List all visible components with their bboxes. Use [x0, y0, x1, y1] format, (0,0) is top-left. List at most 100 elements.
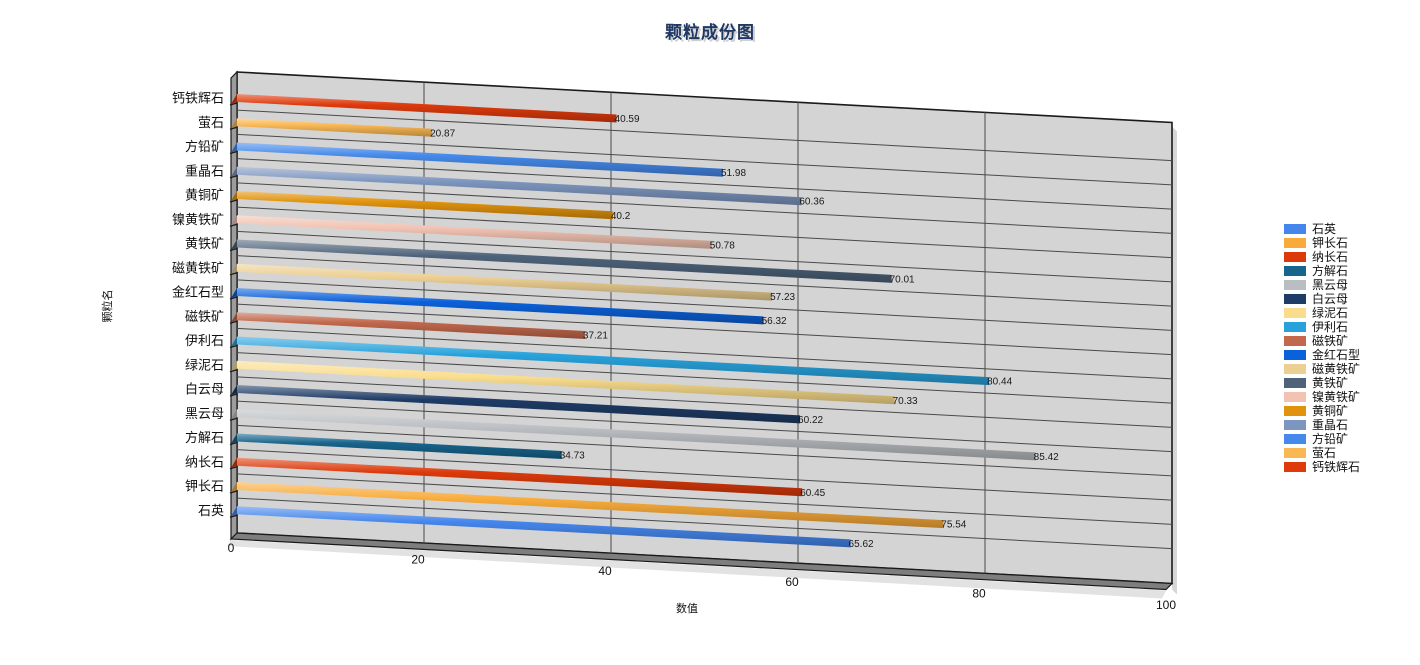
legend-label: 钾长石 — [1312, 236, 1349, 250]
legend-swatch — [1284, 364, 1306, 374]
category-tick — [229, 320, 238, 324]
bar-value-label: 70.01 — [890, 274, 915, 285]
category-label: 纳长石 — [185, 454, 224, 469]
legend-label: 镍黄铁矿 — [1312, 390, 1361, 404]
bar-value-label: 56.32 — [762, 316, 787, 327]
category-tick — [229, 175, 238, 179]
legend: 石英 钾长石 纳长石 方解石 黑云母 白云母 绿泥石 伊利石 磁铁矿 金红石型 磁黄铁矿 黄铁矿 镍黄铁… — [1284, 222, 1360, 474]
legend-label: 黑云母 — [1312, 278, 1349, 292]
bar-方解石 — [237, 433, 562, 460]
row-gridline — [236, 376, 1173, 428]
category-label: 绿泥石 — [185, 357, 224, 372]
legend-item-黄铜矿: 黄铜矿 — [1284, 404, 1360, 418]
bar-end-cap — [231, 142, 237, 153]
bar-value-label: 40.2 — [611, 211, 631, 222]
bar-萤石 — [237, 118, 433, 137]
bar-value-label: 20.87 — [430, 128, 455, 139]
bar-value-label: 57.23 — [770, 292, 795, 303]
category-label: 金红石型 — [172, 285, 224, 300]
bar-value-label: 37.21 — [583, 331, 608, 342]
row-gridline — [236, 109, 1173, 162]
legend-swatch — [1284, 252, 1306, 262]
x-tick-label: 60 — [785, 575, 799, 589]
category-label: 镍黄铁矿 — [172, 212, 224, 227]
legend-swatch — [1284, 308, 1306, 318]
bar-end-cap — [231, 433, 237, 444]
legend-item-磁黄铁矿: 磁黄铁矿 — [1284, 362, 1360, 376]
bar-value-label: 51.98 — [721, 168, 746, 179]
bar-白云母 — [237, 385, 801, 424]
row-gridline — [236, 255, 1173, 307]
bar-value-label: 65.62 — [849, 539, 874, 550]
legend-swatch — [1284, 406, 1306, 416]
category-tick — [229, 102, 238, 106]
row-gridline — [236, 133, 1173, 186]
bar-绿泥石 — [237, 360, 895, 405]
legend-swatch — [1284, 224, 1306, 234]
legend-label: 磁黄铁矿 — [1312, 362, 1361, 376]
category-tick — [229, 150, 238, 155]
plot-shadow-bottom — [227, 540, 1166, 599]
bar-end-cap — [231, 360, 237, 371]
row-gridline — [236, 158, 1173, 210]
category-tick — [229, 490, 238, 494]
bar-value-label: 40.59 — [615, 114, 640, 125]
bar-end-cap — [231, 385, 237, 395]
bar-value-label: 50.78 — [710, 240, 735, 251]
x-tick-label: 80 — [972, 587, 986, 601]
bar-金红石型 — [237, 288, 764, 325]
legend-label: 黄铜矿 — [1312, 404, 1349, 418]
legend-swatch — [1284, 238, 1306, 248]
category-tick — [229, 199, 238, 203]
bar-value-label: 80.44 — [987, 377, 1012, 388]
legend-label: 纳长石 — [1312, 250, 1349, 264]
bar-end-cap — [231, 215, 237, 226]
legend-label: 金红石型 — [1312, 348, 1361, 362]
plot-shadow-right — [1172, 126, 1177, 595]
category-tick — [229, 466, 238, 470]
legend-label: 方解石 — [1312, 264, 1349, 278]
category-tick — [229, 223, 238, 227]
category-tick — [229, 247, 238, 252]
legend-swatch — [1284, 350, 1306, 360]
chart-title: 颗粒成份图 — [665, 23, 755, 42]
legend-label: 钙铁辉石 — [1312, 460, 1361, 474]
legend-swatch — [1284, 378, 1306, 388]
bar-value-label: 85.42 — [1034, 452, 1059, 463]
category-tick — [229, 417, 238, 421]
bar-end-cap — [231, 166, 237, 177]
bar-end-cap — [231, 457, 237, 468]
bar-end-cap — [231, 482, 237, 492]
row-gridline — [236, 206, 1173, 259]
bar-黄铁矿 — [237, 239, 892, 283]
legend-item-萤石: 萤石 — [1284, 446, 1360, 460]
bar-end-cap — [231, 336, 237, 347]
legend-swatch — [1284, 448, 1306, 458]
row-gridline — [236, 400, 1173, 453]
legend-item-重晶石: 重晶石 — [1284, 418, 1360, 432]
category-label: 黑云母 — [185, 406, 224, 421]
legend-label: 黄铁矿 — [1312, 376, 1349, 390]
category-label: 萤石 — [198, 115, 224, 130]
x-tick-label: 100 — [1156, 598, 1176, 612]
legend-item-黄铁矿: 黄铁矿 — [1284, 376, 1360, 390]
bar-end-cap — [231, 118, 237, 129]
row-gridline — [236, 279, 1173, 331]
legend-swatch — [1284, 266, 1306, 276]
bar-黄铜矿 — [237, 191, 613, 220]
category-label: 磁铁矿 — [185, 309, 224, 324]
legend-label: 绿泥石 — [1312, 306, 1349, 320]
legend-swatch — [1284, 294, 1306, 304]
legend-item-方解石: 方解石 — [1284, 264, 1360, 278]
category-tick — [229, 296, 238, 300]
row-gridline — [236, 182, 1173, 234]
bar-value-label: 75.54 — [941, 520, 966, 531]
x-tick-label: 40 — [598, 564, 612, 578]
row-gridline — [236, 230, 1173, 283]
bar-伊利石 — [237, 336, 990, 386]
category-label: 方铅矿 — [185, 139, 224, 154]
legend-item-纳长石: 纳长石 — [1284, 250, 1360, 264]
category-tick — [229, 272, 238, 276]
